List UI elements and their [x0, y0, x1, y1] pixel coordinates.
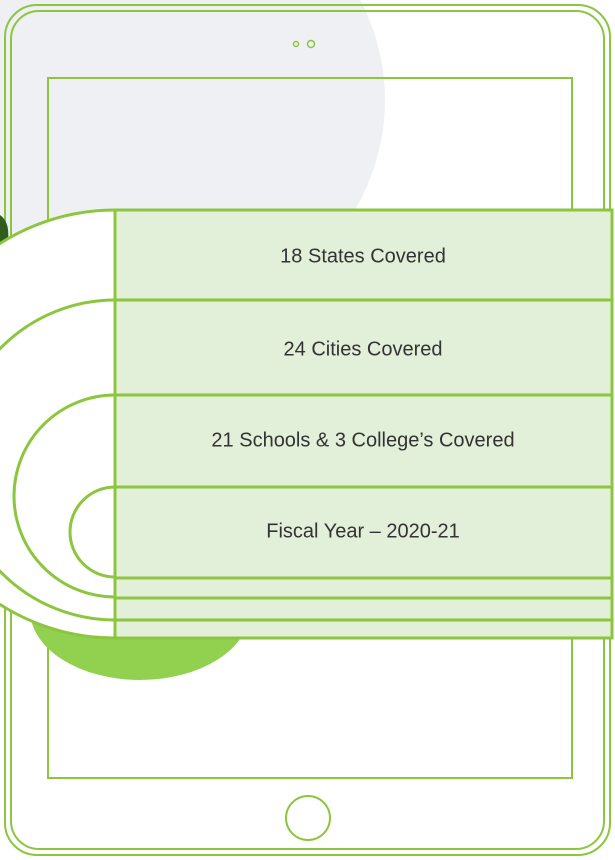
row [113, 393, 614, 489]
row [113, 298, 614, 397]
item-label: Fiscal Year – 2020-21 [266, 520, 459, 542]
row [113, 485, 614, 580]
rows [113, 208, 614, 640]
row-strip [113, 576, 614, 600]
row-strip [113, 596, 614, 622]
row [113, 208, 614, 302]
row-strip [113, 618, 614, 640]
item-label: 24 Cities Covered [284, 338, 443, 360]
item-label: 18 States Covered [280, 245, 446, 267]
camera-dot [292, 40, 300, 48]
home-button [285, 795, 331, 841]
camera-dot [306, 39, 316, 49]
dark-blob [0, 215, 9, 245]
item-label: 21 Schools & 3 College’s Covered [211, 429, 514, 451]
